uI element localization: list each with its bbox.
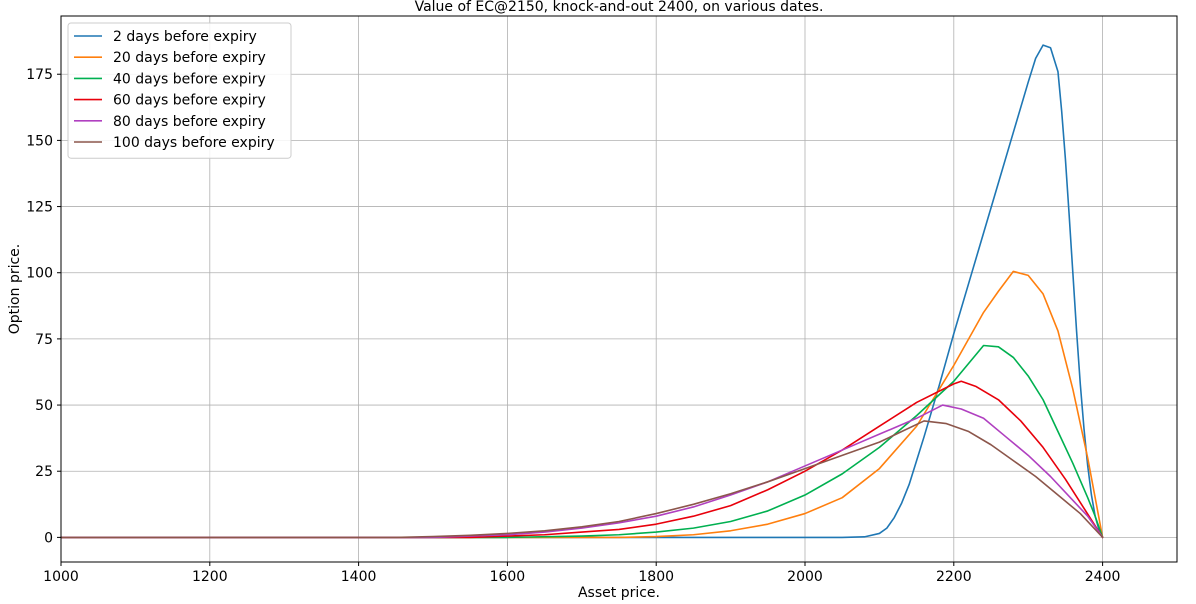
series-line-5 — [60, 420, 1104, 539]
x-tick-label: 1800 — [638, 569, 674, 585]
y-axis-ticks: 0 25 50 75 100 125 150 175 — [26, 67, 61, 546]
x-axis-ticks: 1000 1200 1400 1600 1800 2000 2200 2400 — [43, 562, 1120, 585]
y-tick-label: 150 — [26, 133, 53, 149]
legend-label-4: 80 days before expiry — [113, 114, 266, 130]
legend-label-5: 100 days before expiry — [113, 135, 275, 151]
series-line-2 — [60, 344, 1104, 539]
x-axis-label: Asset price. — [578, 585, 660, 601]
y-tick-label: 175 — [26, 67, 53, 83]
x-tick-label: 2400 — [1085, 569, 1121, 585]
legend-label-3: 60 days before expiry — [113, 93, 266, 109]
x-tick-label: 1000 — [43, 569, 79, 585]
x-tick-label: 1400 — [341, 569, 377, 585]
plot-area-frame — [60, 15, 1178, 563]
x-tick-label: 1200 — [192, 569, 228, 585]
y-tick-label: 50 — [35, 398, 53, 414]
y-tick-label: 125 — [26, 200, 53, 216]
series-line-0 — [60, 44, 1104, 539]
legend: 2 days before expiry 20 days before expir… — [67, 22, 292, 159]
x-tick-label: 2200 — [936, 569, 972, 585]
legend-label-2: 40 days before expiry — [113, 71, 266, 87]
series-line-4 — [60, 404, 1104, 539]
x-tick-label: 1600 — [490, 569, 526, 585]
y-tick-label: 100 — [26, 266, 53, 282]
series-group — [60, 44, 1104, 539]
legend-label-1: 20 days before expiry — [113, 50, 266, 66]
legend-box — [67, 22, 292, 159]
y-tick-label: 0 — [44, 530, 53, 546]
chart-title: Value of EC@2150, knock-and-out 2400, on… — [415, 0, 824, 15]
series-line-1 — [60, 270, 1104, 539]
x-tick-label: 2000 — [787, 569, 823, 585]
y-tick-label: 25 — [35, 464, 53, 480]
legend-label-0: 2 days before expiry — [113, 29, 257, 45]
y-axis-label: Option price. — [7, 244, 23, 334]
y-tick-label: 75 — [35, 332, 53, 348]
